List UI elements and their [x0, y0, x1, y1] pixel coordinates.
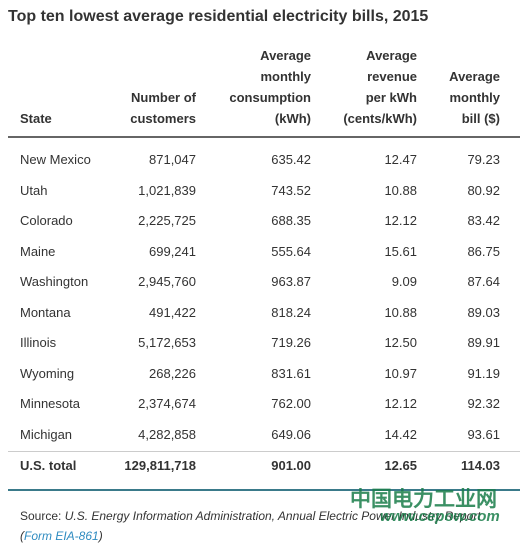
cell-value: 10.88: [384, 182, 417, 198]
cell-value: 555.64: [271, 243, 311, 259]
cell-value: 268,226: [149, 365, 196, 381]
total-label: U.S. total: [20, 458, 77, 473]
cell-value: 831.61: [271, 365, 311, 381]
cell-value: 871,047: [149, 152, 196, 167]
total-rule: [8, 451, 520, 452]
cell-value: 2,225,725: [138, 213, 196, 228]
row-label: Utah: [20, 182, 48, 198]
cell-value: 10.97: [384, 365, 417, 381]
cell-value: 649.06: [271, 426, 311, 442]
column-header: State: [20, 111, 52, 126]
watermark-title: 中国电力工业网: [350, 488, 497, 511]
total-value: 114.03: [460, 458, 500, 473]
cell-value: 12.47: [384, 152, 417, 167]
column-header: per kWh: [365, 90, 417, 105]
total-value: 901.00: [271, 458, 311, 473]
column-header: monthly: [449, 90, 500, 105]
cell-value: 89.03: [467, 304, 500, 320]
source-label: Source:: [20, 509, 62, 523]
row-label: Montana: [20, 304, 71, 320]
cell-value: 743.52: [271, 182, 311, 198]
column-header: Average: [449, 69, 500, 84]
cell-value: 91.19: [467, 365, 500, 381]
row-label: Colorado: [20, 213, 73, 228]
cell-value: 1,021,839: [138, 182, 196, 198]
row-label: Minnesota: [20, 396, 80, 411]
cell-value: 5,172,653: [138, 335, 196, 350]
header-rule: [8, 136, 520, 138]
bottom-rule: [8, 489, 520, 491]
cell-value: 963.87: [271, 274, 311, 289]
cell-value: 12.12: [384, 213, 417, 228]
table-title: Top ten lowest average residential elect…: [8, 8, 429, 25]
cell-value: 12.50: [384, 335, 417, 350]
total-value: 12.65: [384, 458, 417, 473]
row-label: Michigan: [20, 426, 73, 442]
cell-value: 89.91: [467, 335, 500, 350]
row-label: Wyoming: [20, 365, 75, 381]
column-header: bill ($): [461, 111, 500, 126]
source-link[interactable]: Form EIA-861: [24, 529, 99, 543]
column-header: Number of: [131, 90, 196, 105]
row-label: New Mexico: [20, 152, 91, 167]
column-header: (kWh): [274, 111, 311, 126]
column-header: (cents/kWh): [343, 111, 417, 126]
cell-value: 87.64: [467, 274, 500, 289]
cell-value: 79.23: [467, 152, 500, 167]
cell-value: 92.32: [467, 396, 500, 411]
cell-value: 2,374,674: [138, 396, 196, 411]
cell-value: 14.42: [384, 426, 417, 442]
column-header: consumption: [229, 90, 311, 105]
cell-value: 80.92: [467, 182, 500, 198]
cell-value: 4,282,858: [138, 426, 196, 442]
cell-value: 688.35: [271, 213, 311, 228]
cell-value: 12.12: [384, 396, 417, 411]
source-note: Source: U.S. Energy Information Administ…: [20, 506, 500, 546]
cell-value: 818.24: [271, 304, 311, 320]
row-label: Washington: [20, 274, 89, 289]
cell-value: 93.61: [467, 426, 500, 442]
cell-value: 635.42: [271, 152, 311, 167]
total-value: 129,811,718: [124, 458, 196, 473]
cell-value: 10.88: [384, 304, 417, 320]
column-header: monthly: [260, 69, 311, 84]
cell-value: 491,422: [149, 304, 196, 320]
row-label: Maine: [20, 243, 56, 259]
cell-value: 83.42: [467, 213, 500, 228]
row-label: Illinois: [20, 335, 57, 350]
cell-value: 719.26: [271, 335, 311, 350]
column-header: Average: [260, 48, 311, 63]
column-header: customers: [130, 111, 196, 126]
cell-value: 15.61: [384, 243, 417, 259]
cell-value: 9.09: [391, 274, 417, 289]
cell-value: 2,945,760: [138, 274, 196, 289]
cell-value: 762.00: [271, 396, 311, 411]
watermark-url: www.cepow.com: [380, 508, 500, 525]
column-header: revenue: [367, 69, 417, 84]
cell-value: 86.75: [467, 243, 500, 259]
source-end: ): [98, 529, 103, 543]
cell-value: 699,241: [149, 243, 196, 259]
source-text: U.S. Energy Information Administration, …: [20, 509, 481, 543]
column-header: Average: [366, 48, 417, 63]
